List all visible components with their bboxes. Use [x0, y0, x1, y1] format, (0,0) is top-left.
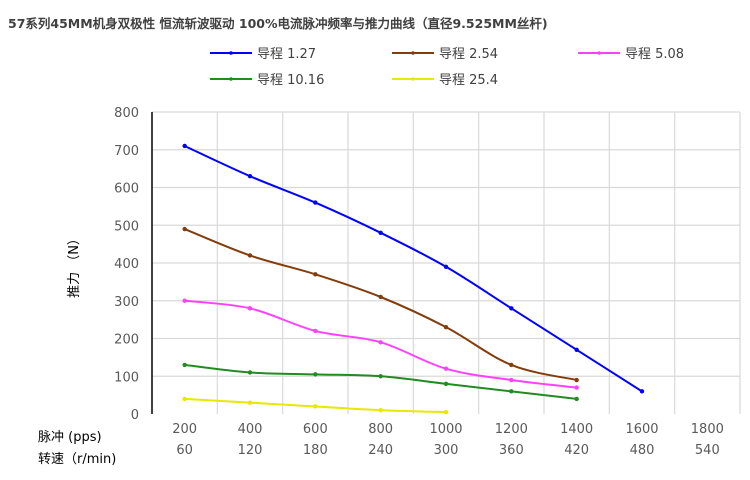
data-point — [182, 226, 187, 232]
legend-marker — [229, 51, 233, 55]
data-point — [247, 173, 253, 179]
data-point — [378, 374, 383, 379]
data-point — [574, 347, 579, 353]
data-point — [378, 230, 383, 235]
data-point — [378, 340, 383, 345]
x-tick-label-secondary: 60 — [176, 443, 193, 458]
x-tick-label: 600 — [303, 422, 328, 437]
legend-label: 导程 2.54 — [439, 47, 498, 62]
data-point — [378, 294, 383, 300]
legend-marker — [597, 51, 601, 55]
data-point — [443, 381, 449, 386]
x-tick-label: 1200 — [495, 422, 528, 437]
x-tick-label: 200 — [172, 422, 197, 437]
x-tick-label: 1600 — [625, 422, 658, 437]
data-point — [247, 400, 253, 405]
data-point — [182, 396, 187, 402]
x-tick-label-secondary: 480 — [630, 443, 655, 458]
legend-label: 导程 5.08 — [625, 47, 684, 62]
data-point — [443, 264, 449, 269]
legend-label: 导程 1.27 — [257, 47, 316, 62]
data-point — [182, 298, 187, 303]
x-axis-label-speed: 转速（r/min) — [38, 452, 116, 467]
data-point — [509, 389, 514, 394]
y-axis-label: 推力 （N） — [67, 232, 82, 298]
x-tick-label: 1800 — [691, 422, 724, 437]
x-tick-label-secondary: 300 — [434, 443, 459, 458]
y-tick-label: 500 — [114, 219, 139, 234]
y-tick-label: 700 — [114, 144, 139, 159]
data-point — [313, 404, 318, 409]
data-point — [313, 272, 318, 277]
series-line-1 — [184, 228, 577, 381]
data-point — [509, 362, 514, 368]
data-point — [443, 366, 449, 371]
data-point — [378, 408, 383, 413]
x-tick-label: 400 — [238, 422, 263, 437]
x-axis-label-pulse: 脉冲 (pps) — [38, 430, 102, 445]
legend-marker — [411, 77, 415, 81]
data-point — [313, 372, 318, 377]
legend-marker — [229, 77, 233, 81]
y-tick-label: 300 — [114, 295, 139, 310]
y-tick-label: 600 — [114, 182, 139, 197]
data-point — [247, 306, 253, 311]
y-tick-label: 400 — [114, 257, 139, 272]
data-point — [182, 362, 187, 368]
chart-title: 57系列45MM机身双极性 恒流斩波驱动 100%电流脉冲频率与推力曲线（直径9… — [8, 16, 548, 31]
data-point — [509, 377, 514, 383]
data-point — [574, 377, 579, 383]
legend-label: 导程 25.4 — [439, 73, 498, 88]
data-point — [574, 385, 579, 390]
y-tick-label: 0 — [131, 408, 139, 423]
x-tick-label-secondary: 180 — [303, 443, 328, 458]
data-point — [443, 324, 449, 330]
y-tick-label: 100 — [114, 370, 139, 385]
x-tick-label-secondary: 540 — [695, 443, 720, 458]
y-tick-label: 200 — [114, 333, 139, 348]
y-tick-label: 800 — [114, 106, 139, 121]
x-tick-label-secondary: 240 — [368, 443, 393, 458]
data-point — [247, 370, 253, 375]
data-point — [509, 306, 514, 311]
data-point — [182, 143, 187, 149]
data-point — [443, 409, 449, 415]
data-point — [313, 328, 318, 334]
x-tick-label-secondary: 420 — [564, 443, 589, 458]
data-point — [574, 396, 579, 402]
data-point — [639, 389, 645, 394]
x-tick-label: 1000 — [429, 422, 462, 437]
legend-label: 导程 10.16 — [257, 73, 324, 88]
x-tick-label: 800 — [368, 422, 393, 437]
series-line-0 — [184, 145, 643, 393]
data-point — [313, 200, 318, 205]
x-tick-label: 1400 — [560, 422, 593, 437]
x-tick-label-secondary: 120 — [238, 443, 263, 458]
legend-marker — [411, 51, 415, 55]
x-tick-label-secondary: 360 — [499, 443, 524, 458]
data-point — [247, 253, 253, 258]
